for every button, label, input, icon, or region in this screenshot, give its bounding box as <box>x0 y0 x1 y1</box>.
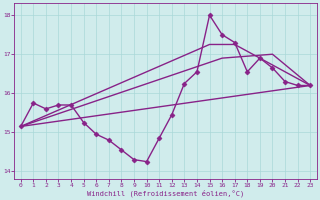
X-axis label: Windchill (Refroidissement éolien,°C): Windchill (Refroidissement éolien,°C) <box>87 189 244 197</box>
